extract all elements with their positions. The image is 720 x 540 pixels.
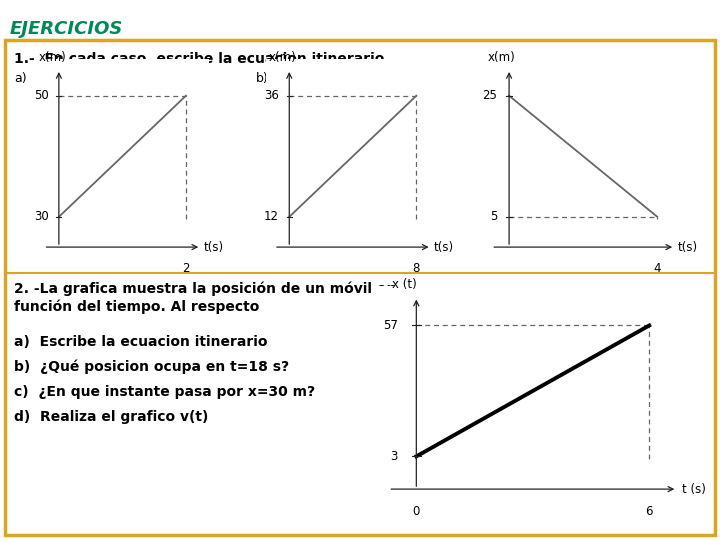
Text: 57: 57 [383, 319, 397, 332]
Text: x (t): x (t) [392, 279, 417, 292]
Text: 6: 6 [646, 505, 653, 518]
Text: a): a) [14, 72, 27, 85]
Text: EJERCICIOS: EJERCICIOS [10, 20, 123, 38]
Text: c)  ¿En que instante pasa por x=30 m?: c) ¿En que instante pasa por x=30 m? [14, 385, 315, 399]
Text: 5: 5 [490, 210, 498, 224]
Text: 3: 3 [390, 450, 397, 463]
Text: x(m): x(m) [39, 51, 66, 64]
Text: 50: 50 [34, 89, 49, 102]
Text: x(m): x(m) [269, 51, 297, 64]
Text: 12: 12 [264, 210, 279, 224]
Text: 2: 2 [182, 261, 189, 275]
Text: función del tiempo. Al respecto: función del tiempo. Al respecto [14, 300, 259, 314]
Text: 0: 0 [413, 505, 420, 518]
Text: 4: 4 [654, 261, 661, 275]
Text: b): b) [256, 72, 269, 85]
Text: 8: 8 [413, 261, 420, 275]
Text: t(s): t(s) [434, 241, 454, 254]
Text: t (s): t (s) [682, 483, 706, 496]
Text: t(s): t(s) [678, 241, 698, 254]
Text: 2. -La grafica muestra la posición de un móvil en: 2. -La grafica muestra la posición de un… [14, 282, 396, 296]
Text: 25: 25 [482, 89, 498, 102]
Text: a)  Escribe la ecuacion itinerario: a) Escribe la ecuacion itinerario [14, 335, 268, 349]
Text: b)  ¿Qué posicion ocupa en t=18 s?: b) ¿Qué posicion ocupa en t=18 s? [14, 360, 289, 375]
Text: d)  Realiza el grafico v(t): d) Realiza el grafico v(t) [14, 410, 208, 424]
Text: x(m): x(m) [487, 51, 516, 64]
Text: t(s): t(s) [204, 241, 224, 254]
Text: c): c) [500, 72, 512, 85]
Text: 1.-  En cada caso, escribe la ecuacion itinerario: 1.- En cada caso, escribe la ecuacion it… [14, 52, 384, 66]
Text: 36: 36 [264, 89, 279, 102]
Text: 30: 30 [34, 210, 49, 224]
